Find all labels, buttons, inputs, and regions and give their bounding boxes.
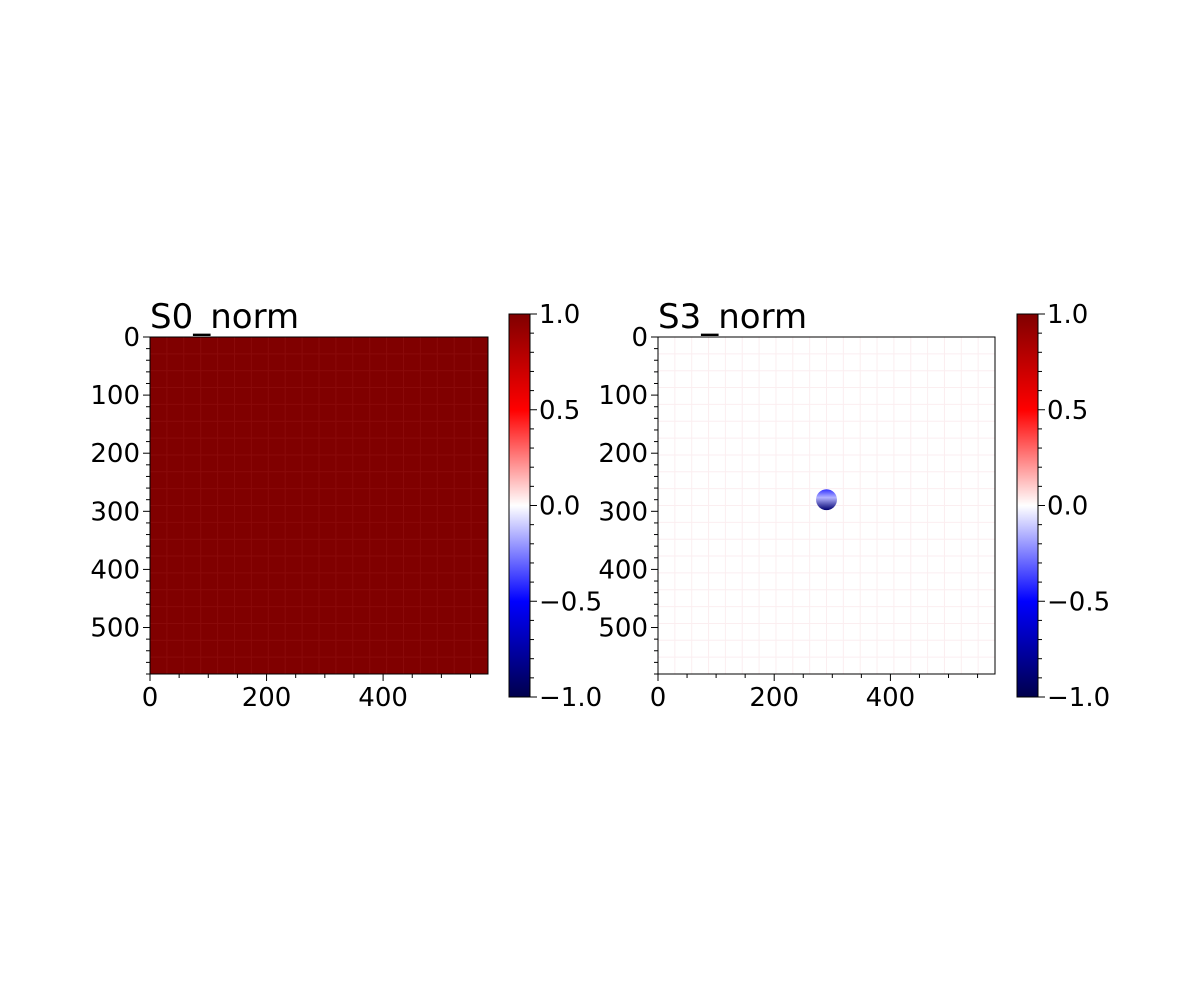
x-tick-label: 400 (358, 683, 408, 713)
colorbar-tick-label: 1.0 (1047, 300, 1088, 330)
x-tick-label: 0 (142, 683, 159, 713)
chart-title: S3_norm (658, 297, 807, 337)
y-tick-label: 200 (598, 439, 648, 469)
plot-frame (149, 336, 489, 675)
chart-title: S0_norm (150, 297, 299, 337)
colorbar (1016, 313, 1039, 698)
colorbar-tick-label: 0.0 (539, 492, 580, 522)
y-tick-label: 0 (631, 323, 648, 353)
colorbar-tick-label: 1.0 (539, 300, 580, 330)
colorbar-tick-label: 0.5 (539, 396, 580, 426)
y-tick-label: 500 (598, 614, 648, 644)
colorbar (508, 313, 531, 698)
y-tick-label: 400 (90, 555, 140, 585)
colorbar-tick-label: −1.0 (539, 683, 602, 713)
panel-s3-norm: S3_norm 0 200 400 0 100 200 300 400 500 1.0 0.5 0.… (598, 297, 1110, 713)
y-tick-label: 300 (598, 497, 648, 527)
colorbar-ticks: 1.0 0.5 0.0 −0.5 −1.0 (1038, 300, 1110, 713)
y-tick-label: 0 (123, 323, 140, 353)
x-tick-label: 400 (866, 683, 916, 713)
y-tick-label: 300 (90, 497, 140, 527)
heatmap-grid (658, 337, 995, 674)
y-tick-label: 500 (90, 614, 140, 644)
heatmap-grid (150, 337, 488, 674)
colorbar-tick-label: −0.5 (1047, 587, 1110, 617)
x-tick-label: 200 (749, 683, 799, 713)
y-tick-label: 100 (598, 381, 648, 411)
heatmap-features (816, 489, 837, 511)
heatmap-spot (816, 489, 837, 511)
axis-ticks: 0 200 400 0 100 200 300 400 500 (598, 323, 979, 713)
x-tick-label: 0 (650, 683, 667, 713)
y-tick-label: 400 (598, 555, 648, 585)
x-tick-label: 200 (242, 683, 292, 713)
plot-frame (657, 336, 996, 675)
colorbar-tick-label: 0.5 (1047, 396, 1088, 426)
colorbar-tick-label: −1.0 (1047, 683, 1110, 713)
colorbar-ticks: 1.0 0.5 0.0 −0.5 −1.0 (530, 300, 602, 713)
colorbar-tick-label: −0.5 (539, 587, 602, 617)
colorbar-tick-label: 0.0 (1047, 492, 1088, 522)
y-tick-label: 100 (90, 381, 140, 411)
axis-ticks: 0 200 400 0 100 200 300 400 500 (90, 323, 472, 713)
y-tick-label: 200 (90, 439, 140, 469)
panel-s0-norm: S0_norm 0 200 400 0 100 200 300 400 500 1.0 0.5 0.… (90, 297, 602, 713)
